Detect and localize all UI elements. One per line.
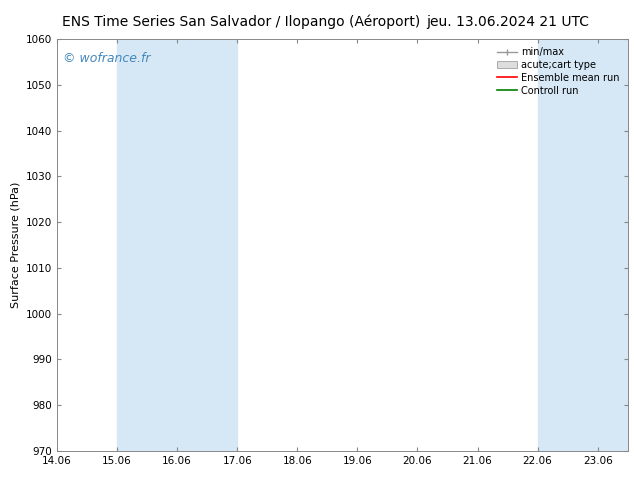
Bar [177, 39, 237, 451]
Text: ENS Time Series San Salvador / Ilopango (Aéroport): ENS Time Series San Salvador / Ilopango … [61, 15, 420, 29]
Text: © wofrance.fr: © wofrance.fr [63, 51, 150, 65]
Bar [598, 39, 628, 451]
Bar [117, 39, 177, 451]
Text: jeu. 13.06.2024 21 UTC: jeu. 13.06.2024 21 UTC [425, 15, 589, 29]
Y-axis label: Surface Pressure (hPa): Surface Pressure (hPa) [10, 182, 20, 308]
Legend: min/max, acute;cart type, Ensemble mean run, Controll run: min/max, acute;cart type, Ensemble mean … [494, 44, 623, 98]
Bar [538, 39, 598, 451]
